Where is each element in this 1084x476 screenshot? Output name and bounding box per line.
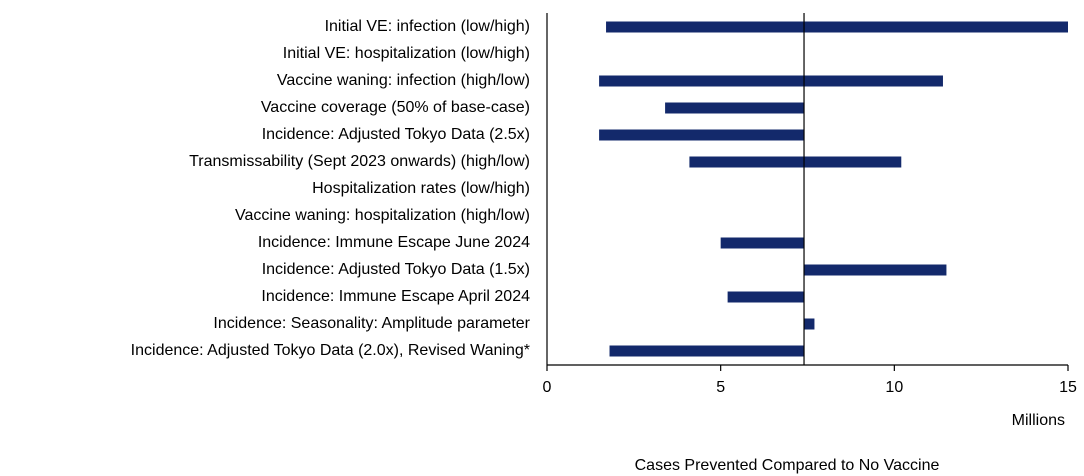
y-tick-label: Incidence: Immune Escape June 2024	[258, 234, 530, 251]
y-tick-label: Transmissability (Sept 2023 onwards) (hi…	[189, 153, 530, 170]
x-tick-label: 0	[543, 379, 552, 396]
x-unit: Millions	[1012, 412, 1065, 429]
y-tick-label: Hospitalization rates (low/high)	[312, 180, 530, 197]
bar	[689, 156, 902, 168]
y-tick-label: Vaccine waning: hospitalization (high/lo…	[235, 207, 530, 224]
bar	[609, 345, 805, 357]
y-tick-label: Initial VE: infection (low/high)	[325, 18, 530, 35]
x-tick-label: 15	[1059, 379, 1077, 396]
y-tick-label: Incidence: Seasonality: Amplitude parame…	[213, 315, 530, 332]
y-tick-label: Incidence: Immune Escape April 2024	[261, 288, 530, 305]
x-tick-label: 10	[885, 379, 903, 396]
bar	[804, 264, 947, 276]
bar	[727, 291, 805, 303]
bar	[804, 318, 815, 330]
bar	[599, 129, 805, 141]
bar	[720, 237, 805, 249]
y-tick-label: Vaccine coverage (50% of base-case)	[261, 99, 530, 116]
x-axis-title: Cases Prevented Compared to No Vaccine	[635, 457, 940, 474]
bar	[599, 75, 943, 87]
y-tick-label: Incidence: Adjusted Tokyo Data (2.5x)	[262, 126, 530, 143]
bar	[665, 102, 805, 114]
y-tick-label: Incidence: Adjusted Tokyo Data (1.5x)	[262, 261, 530, 278]
x-tick-label: 5	[716, 379, 725, 396]
bar	[606, 21, 1068, 33]
y-tick-label: Incidence: Adjusted Tokyo Data (2.0x), R…	[131, 342, 530, 359]
y-tick-label: Vaccine waning: infection (high/low)	[277, 72, 530, 89]
y-tick-label: Initial VE: hospitalization (low/high)	[283, 45, 530, 62]
